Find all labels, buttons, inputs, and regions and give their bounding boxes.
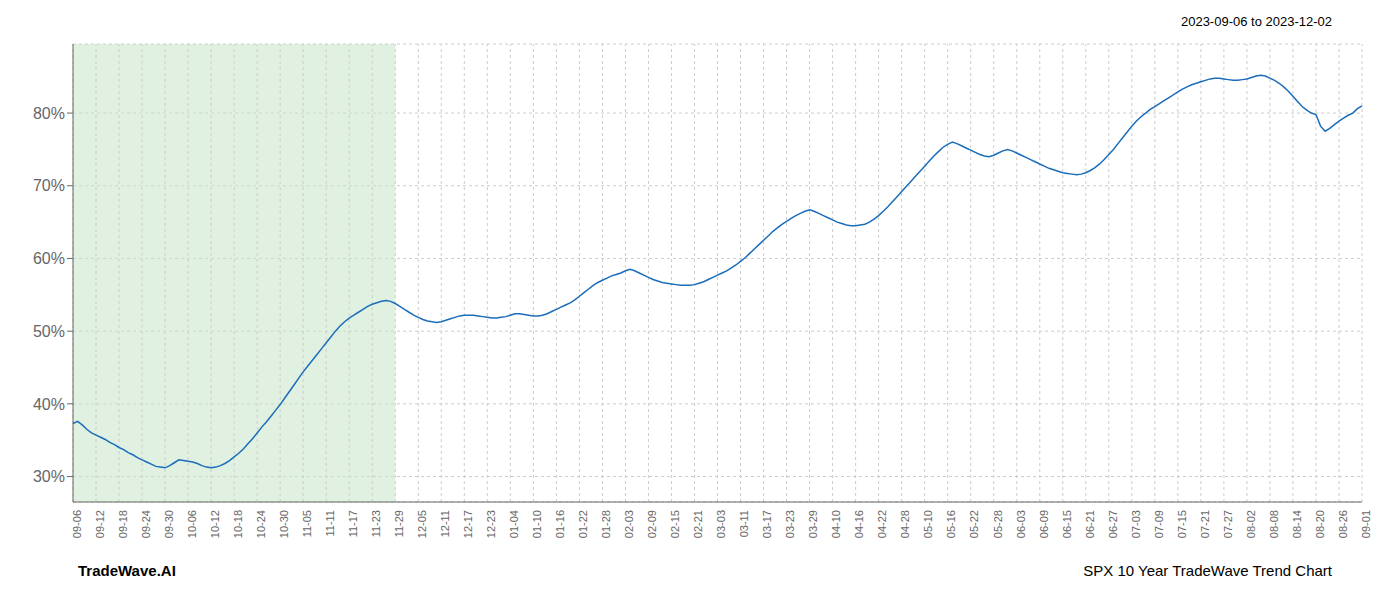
html-text:TradeWave.AI: TradeWave.AI [78,561,176,579]
svg-text:02-15: 02-15 [669,510,681,538]
svg-text:10-12: 10-12 [209,510,221,538]
svg-text:05-22: 05-22 [969,510,981,538]
svg-text:70%: 70% [33,177,65,194]
svg-text:01-04: 01-04 [508,510,520,538]
svg-text:09-24: 09-24 [140,510,152,538]
svg-text:12-11: 12-11 [439,510,451,537]
svg-text:03-23: 03-23 [784,510,796,538]
svg-text:05-16: 05-16 [945,510,957,538]
svg-text:04-28: 04-28 [899,510,911,538]
svg-text:07-27: 07-27 [1222,510,1234,538]
svg-text:08-26: 08-26 [1337,510,1349,538]
svg-text:03-11: 03-11 [738,510,750,537]
svg-text:60%: 60% [33,250,65,267]
svg-text:80%: 80% [33,105,65,122]
svg-text:02-09: 02-09 [646,510,658,538]
svg-text:10-30: 10-30 [278,510,290,538]
svg-text:02-21: 02-21 [692,510,704,538]
svg-text:12-05: 12-05 [416,510,428,538]
svg-text:01-28: 01-28 [600,510,612,538]
svg-text:01-16: 01-16 [554,510,566,538]
svg-text:40%: 40% [33,396,65,413]
svg-text:04-10: 04-10 [830,510,842,538]
svg-text:01-10: 01-10 [531,510,543,538]
html-text:SPX 10 Year TradeWave Trend Ch: SPX 10 Year TradeWave Trend Chart [1083,561,1332,579]
svg-text:11-23: 11-23 [370,510,382,537]
svg-text:10-06: 10-06 [186,510,198,538]
svg-text:01-22: 01-22 [577,510,589,538]
svg-text:06-21: 06-21 [1084,510,1096,538]
svg-text:02-03: 02-03 [623,510,635,538]
svg-text:06-09: 06-09 [1038,510,1050,538]
svg-text:07-09: 07-09 [1153,510,1165,538]
svg-text:08-14: 08-14 [1291,510,1303,538]
svg-text:07-15: 07-15 [1176,510,1188,538]
svg-text:12-17: 12-17 [462,510,474,538]
svg-text:09-18: 09-18 [117,510,129,538]
svg-text:05-28: 05-28 [992,510,1004,538]
svg-text:03-17: 03-17 [761,510,773,538]
svg-text:04-22: 04-22 [876,510,888,538]
svg-text:09-30: 09-30 [163,510,175,538]
svg-text:11-29: 11-29 [393,510,405,537]
svg-text:05-10: 05-10 [922,510,934,538]
svg-text:12-23: 12-23 [485,510,497,538]
svg-text:09-06: 09-06 [71,510,83,538]
svg-text:11-11: 11-11 [324,510,336,537]
svg-text:03-03: 03-03 [715,510,727,538]
svg-text:09-01: 09-01 [1360,510,1372,538]
svg-text:10-18: 10-18 [232,510,244,538]
svg-text:04-16: 04-16 [853,510,865,538]
svg-text:11-05: 11-05 [301,510,313,537]
svg-text:30%: 30% [33,468,65,485]
svg-text:08-08: 08-08 [1268,510,1280,538]
svg-text:09-12: 09-12 [94,510,106,538]
svg-text:08-20: 08-20 [1314,510,1326,538]
svg-text:06-03: 06-03 [1015,510,1027,538]
svg-text:10-24: 10-24 [255,510,267,538]
svg-text:08-02: 08-02 [1245,510,1257,538]
svg-text:06-15: 06-15 [1061,510,1073,538]
svg-text:07-21: 07-21 [1199,510,1211,538]
svg-text:06-27: 06-27 [1107,510,1119,538]
svg-text:50%: 50% [33,323,65,340]
svg-text:11-17: 11-17 [347,510,359,537]
svg-text:03-29: 03-29 [807,510,819,538]
html-text:2023-09-06 to 2023-12-02: 2023-09-06 to 2023-12-02 [1180,13,1332,29]
svg-text:07-03: 07-03 [1130,510,1142,538]
